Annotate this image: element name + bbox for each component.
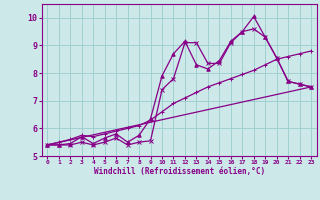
X-axis label: Windchill (Refroidissement éolien,°C): Windchill (Refroidissement éolien,°C)	[94, 167, 265, 176]
